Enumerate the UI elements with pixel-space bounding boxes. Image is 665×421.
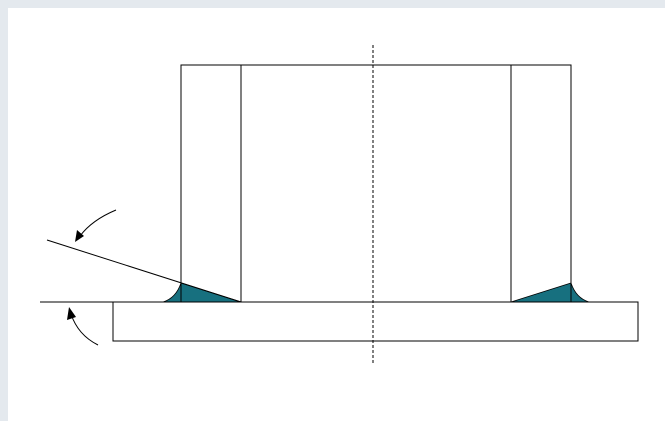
- lower-arrowhead: [67, 307, 76, 320]
- upper-arrow: [79, 209, 117, 237]
- upper-arrowhead: [75, 230, 84, 242]
- angle-line: [46, 239, 242, 303]
- base-plate: [112, 301, 639, 342]
- canvas: [8, 8, 665, 421]
